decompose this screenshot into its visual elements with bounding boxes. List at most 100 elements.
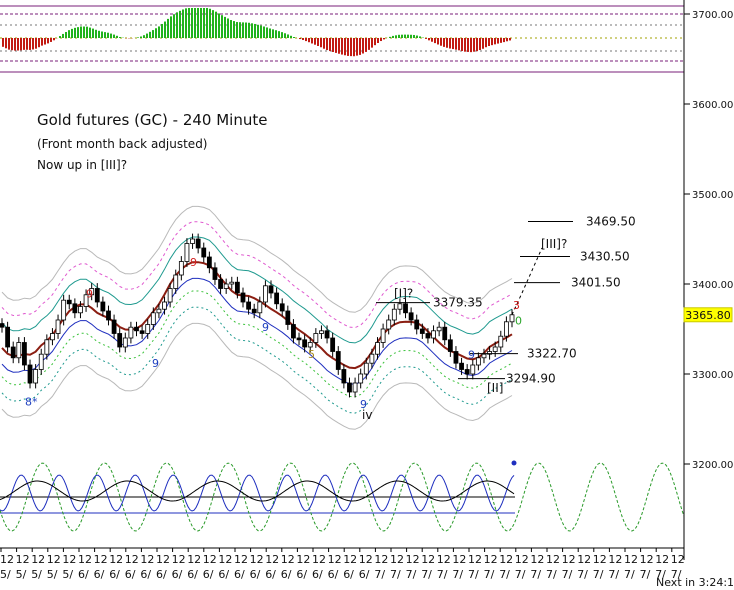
candle-body: [419, 328, 425, 334]
x-tick-label-row2: 6/: [218, 568, 229, 581]
x-tick-label: 12: [250, 553, 264, 566]
histogram-bar: [212, 10, 214, 39]
x-tick-label-row2: 6/: [265, 568, 276, 581]
candle-body: [38, 353, 44, 370]
histogram-bar: [356, 38, 358, 56]
x-tick-label: 12: [47, 553, 61, 566]
candle-body: [324, 330, 330, 339]
histogram-bar: [503, 38, 505, 43]
x-tick-label-row2: 6/: [234, 568, 245, 581]
x-tick-label-row2: 6/: [187, 568, 198, 581]
x-tick-label-row2: 7/: [640, 568, 651, 581]
histogram-bar: [458, 38, 460, 51]
y-tick-label: 3700.00: [692, 10, 733, 21]
candle-body: [425, 333, 431, 339]
histogram-bar: [200, 8, 202, 38]
histogram-bar: [140, 36, 142, 38]
x-tick-label: 12: [218, 553, 232, 566]
outer-lower-band: [1, 322, 513, 430]
wave-label: [I]?: [394, 287, 413, 301]
histogram-bar: [53, 38, 55, 41]
x-tick-label-row2: 6/: [94, 568, 105, 581]
x-tick-label: 12: [671, 553, 685, 566]
candle-body: [352, 382, 358, 393]
histogram-bar: [2, 38, 4, 47]
candle-body: [257, 301, 263, 314]
histogram-bar: [470, 38, 472, 53]
histogram-bar: [68, 30, 70, 38]
histogram-bar: [281, 32, 283, 38]
histogram-bar: [23, 38, 25, 50]
candle-body: [251, 308, 257, 314]
histogram-bar: [359, 38, 361, 55]
histogram-bar: [332, 38, 334, 53]
candle-body: [33, 369, 39, 384]
last-price-tag: 3365.80: [683, 307, 733, 323]
candle-body: [263, 285, 268, 303]
histogram-bar: [41, 38, 43, 46]
x-tick-label: 12: [468, 553, 482, 566]
x-tick-label-row2: 5/: [16, 568, 27, 581]
histogram-bar: [32, 38, 34, 50]
histogram-bar: [224, 16, 226, 38]
x-tick-label: 12: [109, 553, 123, 566]
price-level-label: 3469.50: [586, 214, 636, 228]
x-tick-label-row2: 6/: [296, 568, 307, 581]
x-tick-label-row2: 5/: [0, 568, 11, 581]
x-tick-label-row2: 7/: [452, 568, 463, 581]
lower-channel: [1, 277, 513, 385]
x-tick-label: 12: [265, 553, 279, 566]
count-label: 8*: [25, 396, 38, 409]
candle-body: [291, 324, 296, 339]
histogram-bar: [467, 38, 469, 52]
histogram-bar: [161, 23, 163, 38]
histogram-bar: [347, 38, 349, 56]
y-tick-label: 3200.00: [692, 460, 733, 471]
x-tick-label: 12: [546, 553, 560, 566]
candle-body: [122, 337, 128, 348]
histogram-bar: [320, 38, 322, 48]
candle-body: [369, 353, 375, 364]
histogram-bar: [338, 38, 340, 54]
histogram-bar: [314, 38, 316, 45]
price-panel: 3469.50 3430.50 3401.50 3379.35 3322.70 3294.…: [0, 205, 636, 430]
histogram-bar: [428, 38, 430, 41]
candle-body: [330, 337, 336, 352]
candle-body: [319, 330, 324, 334]
candle-body: [111, 319, 117, 334]
histogram-bar: [431, 38, 433, 42]
candle-body: [66, 299, 72, 305]
candle-body: [246, 301, 251, 310]
histogram-bar: [176, 12, 178, 38]
candle-body: [492, 346, 498, 352]
candle-body: [167, 288, 173, 303]
x-tick-label-row2: 6/: [125, 568, 136, 581]
x-tick-label: 12: [94, 553, 108, 566]
candle-body: [403, 303, 408, 314]
histogram-bar: [368, 38, 370, 50]
histogram-bar: [164, 21, 166, 38]
histogram-bar: [413, 34, 415, 38]
histogram-bar: [194, 8, 196, 38]
x-tick-label: 12: [655, 553, 669, 566]
histogram-bar: [14, 38, 16, 51]
histogram-bar: [191, 8, 193, 38]
candle-body: [72, 303, 78, 314]
candle-body: [150, 312, 156, 325]
x-tick-label-row2: 5/: [62, 568, 73, 581]
x-tick-label-row2: 7/: [608, 568, 619, 581]
histogram-bar: [278, 31, 280, 38]
histogram-bar: [326, 38, 328, 51]
lower-dotted-band: [1, 306, 513, 414]
x-tick-label-row2: 7/: [515, 568, 526, 581]
histogram-bar: [371, 38, 373, 48]
x-axis: 125/125/125/125/125/126/126/126/126/126/…: [0, 547, 685, 581]
x-tick-label: 12: [125, 553, 139, 566]
x-tick-label-row2: 6/: [172, 568, 183, 581]
histogram-bar: [293, 37, 295, 38]
histogram-bar: [473, 38, 475, 52]
last-price-label: 3365.80: [685, 309, 731, 322]
candle-body: [27, 364, 33, 384]
price-level-label: 3401.50: [571, 276, 621, 290]
x-tick-label: 12: [312, 553, 326, 566]
